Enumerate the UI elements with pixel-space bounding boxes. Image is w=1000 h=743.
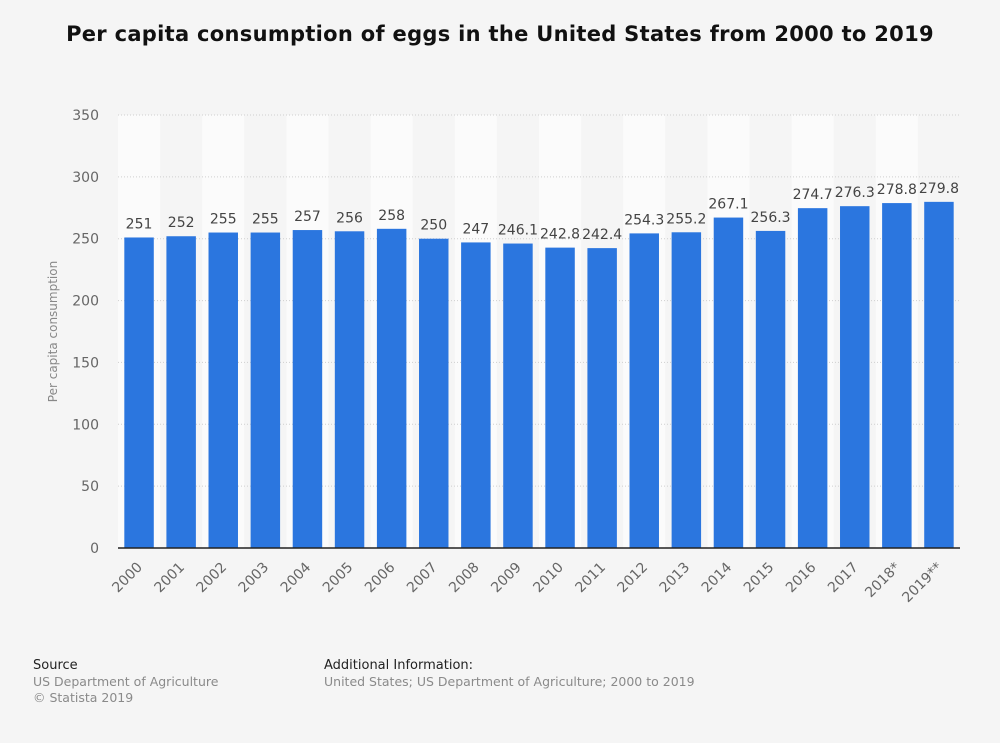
x-tick-label: 2014 — [699, 559, 736, 596]
data-label: 258 — [378, 208, 405, 224]
bar[interactable] — [629, 233, 659, 548]
x-tick-label: 2001 — [151, 560, 188, 597]
bar[interactable] — [713, 217, 744, 548]
data-label: 255 — [252, 212, 279, 228]
y-tick-label: 300 — [72, 170, 99, 186]
bar[interactable] — [545, 247, 575, 549]
x-tick-label: 2003 — [236, 560, 273, 597]
data-label: 276.3 — [835, 185, 875, 201]
y-tick-label: 350 — [72, 108, 99, 124]
y-tick-label: 200 — [72, 294, 99, 310]
data-label: 256.3 — [751, 210, 791, 226]
chart-title: Per capita consumption of eggs in the Un… — [66, 22, 934, 46]
source-block: Source US Department of Agriculture © St… — [33, 658, 218, 706]
data-label: 251 — [126, 216, 153, 232]
copyright-line: © Statista 2019 — [33, 690, 134, 705]
data-label: 279.8 — [919, 181, 959, 197]
bar[interactable] — [755, 230, 786, 548]
bar[interactable] — [124, 237, 154, 548]
additional-info-block: Additional Information: United States; U… — [324, 658, 695, 690]
data-label: 250 — [420, 218, 447, 234]
data-label: 242.8 — [540, 227, 580, 243]
bar[interactable] — [334, 231, 365, 548]
y-axis-title: Per capita consumption — [46, 261, 60, 402]
bar[interactable] — [840, 206, 870, 548]
bar[interactable] — [671, 232, 702, 549]
bar[interactable] — [503, 243, 533, 549]
y-tick-label: 250 — [72, 232, 99, 248]
bar[interactable] — [882, 203, 912, 548]
y-tick-label: 0 — [90, 541, 99, 557]
x-tick-label: 2007 — [404, 560, 441, 597]
data-label: 252 — [168, 215, 195, 231]
source-line: US Department of Agriculture — [33, 674, 219, 689]
data-label: 255.2 — [666, 211, 706, 227]
data-label: 255 — [210, 212, 237, 228]
bar[interactable] — [376, 228, 407, 548]
bar[interactable] — [797, 208, 828, 548]
x-tick-label: 2017 — [825, 560, 862, 597]
x-tick-label: 2018* — [862, 560, 903, 601]
data-label: 246.1 — [498, 223, 538, 239]
data-label: 256 — [336, 210, 363, 226]
additional-info-text: United States; US Department of Agricult… — [324, 674, 695, 689]
data-label: 278.8 — [877, 182, 917, 198]
x-tick-label: 2011 — [572, 560, 609, 597]
bar[interactable] — [250, 232, 281, 548]
data-label: 254.3 — [624, 212, 664, 228]
x-tick-label: 2009 — [488, 560, 525, 597]
x-tick-label: 2000 — [109, 560, 146, 597]
x-tick-label: 2013 — [657, 560, 694, 597]
bar[interactable] — [587, 248, 617, 548]
data-label: 247 — [462, 221, 489, 237]
bar[interactable] — [208, 232, 238, 548]
x-tick-label: 2010 — [530, 560, 567, 597]
x-tick-label: 2019** — [899, 560, 945, 606]
x-tick-label: 2005 — [320, 560, 357, 597]
bar[interactable] — [166, 236, 196, 549]
y-tick-label: 100 — [72, 417, 99, 433]
x-tick-label: 2015 — [741, 560, 778, 597]
data-label: 242.4 — [582, 227, 622, 243]
x-tick-label: 2004 — [278, 559, 315, 596]
data-label: 274.7 — [793, 187, 833, 203]
x-tick-label: 2006 — [362, 559, 399, 596]
x-tick-label: 2002 — [194, 560, 231, 597]
bar[interactable] — [924, 201, 954, 549]
x-tick-label: 2012 — [615, 560, 652, 597]
bar[interactable] — [292, 230, 323, 548]
bar[interactable] — [419, 238, 449, 548]
source-heading: Source — [33, 658, 78, 673]
additional-info-heading: Additional Information: — [324, 658, 474, 673]
bar[interactable] — [461, 242, 491, 548]
y-tick-label: 150 — [72, 355, 99, 371]
y-tick-label: 50 — [81, 479, 99, 495]
x-tick-label: 2008 — [446, 560, 483, 597]
data-label: 267.1 — [708, 197, 748, 213]
data-label: 257 — [294, 209, 321, 225]
x-tick-label: 2016 — [783, 559, 820, 596]
